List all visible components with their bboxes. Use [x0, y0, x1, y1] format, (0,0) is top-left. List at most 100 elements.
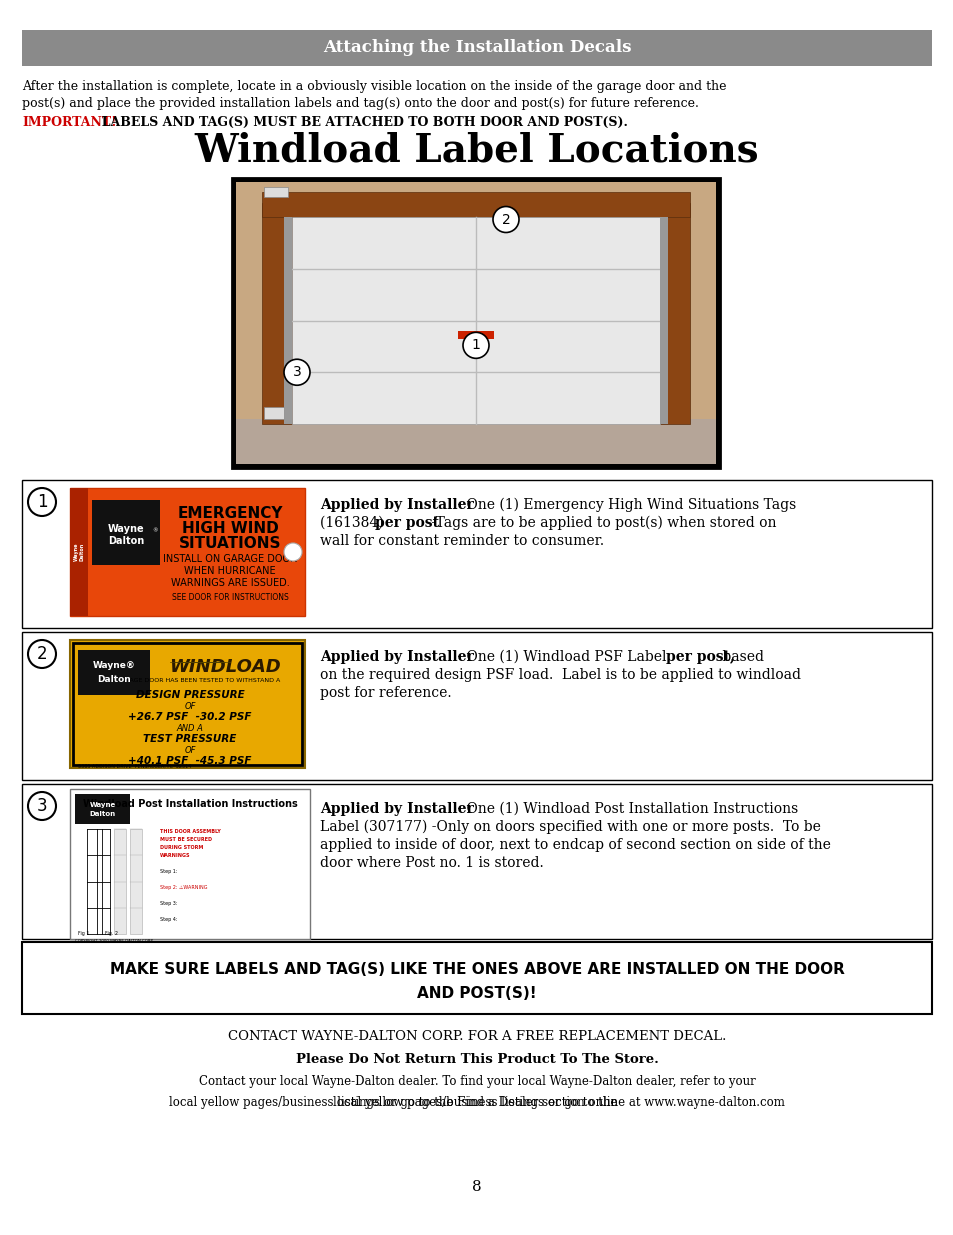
Circle shape [493, 206, 518, 232]
Text: 8: 8 [472, 1179, 481, 1194]
Bar [91, 500, 160, 564]
Text: on the required design PSF load.  Label is to be applied to windload: on the required design PSF load. Label i… [319, 668, 801, 682]
Text: MAKE SURE LABELS AND TAG(S) LIKE THE ONES ABOVE ARE INSTALLED ON THE DOOR: MAKE SURE LABELS AND TAG(S) LIKE THE ONE… [110, 962, 843, 977]
Text: SITUATIONS: SITUATIONS [178, 536, 281, 551]
Text: +40.1 PSF  -45.3 PSF: +40.1 PSF -45.3 PSF [128, 756, 252, 766]
Bar [264, 408, 284, 419]
Text: based: based [718, 650, 763, 664]
Text: Windload Post Installation Instructions: Windload Post Installation Instructions [83, 799, 297, 809]
Text: WHEN HURRICANE: WHEN HURRICANE [184, 566, 275, 576]
Text: THIS GARAGE DOOR HAS BEEN TESTED TO WITHSTAND A: THIS GARAGE DOOR HAS BEEN TESTED TO WITH… [100, 678, 280, 683]
Bar [70, 640, 305, 768]
Text: -Tags are to be applied to post(s) when stored on: -Tags are to be applied to post(s) when … [427, 516, 776, 530]
Text: Dalton: Dalton [90, 811, 115, 818]
Bar [232, 178, 720, 468]
Bar [659, 217, 667, 424]
Bar [70, 789, 310, 939]
Bar [78, 650, 150, 695]
Text: ®: ® [152, 529, 157, 534]
Circle shape [28, 640, 56, 668]
Bar [22, 632, 931, 781]
Text: THIS DOOR ASSEMBLY: THIS DOOR ASSEMBLY [160, 829, 221, 834]
Text: WARNINGS ARE ISSUED.: WARNINGS ARE ISSUED. [171, 578, 289, 588]
Bar [73, 643, 302, 764]
Bar [22, 480, 931, 629]
Text: DESIGN PRESSURE: DESIGN PRESSURE [135, 690, 244, 700]
Text: Windload Label Locations: Windload Label Locations [194, 132, 759, 170]
Bar [22, 942, 931, 1014]
Text: per post,: per post, [665, 650, 734, 664]
Text: +26.7 PSF  -30.2 PSF: +26.7 PSF -30.2 PSF [128, 713, 252, 722]
Text: OF: OF [184, 701, 195, 711]
Text: DURING STORM: DURING STORM [160, 845, 203, 850]
Text: Step 3:: Step 3: [160, 902, 177, 906]
Bar [292, 217, 659, 424]
Text: - One (1) Emergency High Wind Situations Tags: - One (1) Emergency High Wind Situations… [453, 498, 796, 513]
Text: Wayne: Wayne [108, 524, 144, 534]
Text: SEE DOOR FOR INSTRUCTIONS: SEE DOOR FOR INSTRUCTIONS [172, 593, 288, 601]
Text: Step 2: ⚠WARNING: Step 2: ⚠WARNING [160, 885, 208, 890]
Text: per post: per post [375, 516, 438, 530]
Text: WINDLOAD: WINDLOAD [169, 658, 280, 676]
Text: Fig. 2: Fig. 2 [105, 931, 118, 936]
Bar [262, 191, 689, 217]
Text: INSTALL ON GARAGE DOOR: INSTALL ON GARAGE DOOR [163, 555, 296, 564]
Text: MUST BE SECURED: MUST BE SECURED [160, 837, 212, 842]
Text: - One (1) Windload Post Installation Instructions: - One (1) Windload Post Installation Ins… [453, 802, 798, 816]
Text: wall for constant reminder to consumer.: wall for constant reminder to consumer. [319, 534, 603, 548]
Bar [113, 829, 126, 934]
Bar [262, 203, 292, 424]
Text: door where Post no. 1 is stored.: door where Post no. 1 is stored. [319, 856, 543, 869]
Text: 3: 3 [36, 797, 48, 815]
Bar [235, 182, 716, 464]
Text: (161384): (161384) [319, 516, 388, 530]
Text: post(s) and place the provided installation labels and tag(s) onto the door and : post(s) and place the provided installat… [22, 98, 699, 110]
Text: Wayne
Dalton: Wayne Dalton [73, 542, 84, 561]
Text: OF: OF [184, 746, 195, 755]
Bar [130, 829, 142, 934]
Text: AND A: AND A [176, 724, 203, 734]
Text: 3385 ADDISON DRIVE  PENSACOLA, FL  32514: 3385 ADDISON DRIVE PENSACOLA, FL 32514 [78, 764, 192, 769]
Circle shape [28, 792, 56, 820]
Text: Applied by Installer: Applied by Installer [319, 498, 474, 513]
Text: 1: 1 [471, 338, 480, 352]
Bar [70, 488, 88, 616]
Bar [22, 30, 931, 65]
Text: 2: 2 [501, 212, 510, 226]
Text: local yellow pages/business listings or go to the Find a Dealer section online a: local yellow pages/business listings or … [169, 1095, 784, 1109]
Text: WARNINGS: WARNINGS [160, 853, 191, 858]
Circle shape [284, 359, 310, 385]
Bar [457, 331, 494, 338]
Circle shape [284, 543, 302, 561]
Text: local yellow pages/business listings or go to the: local yellow pages/business listings or … [333, 1095, 620, 1109]
Text: Dalton: Dalton [108, 536, 144, 546]
Text: Attaching the Installation Decals: Attaching the Installation Decals [322, 40, 631, 57]
Text: Fig 1: Fig 1 [78, 931, 90, 936]
Text: Wayne®: Wayne® [92, 661, 135, 671]
Text: Step 1:: Step 1: [160, 869, 177, 874]
Bar [659, 203, 689, 424]
Text: Step 4:: Step 4: [160, 918, 177, 923]
Text: Label (307177) -Only on doors specified with one or more posts.  To be: Label (307177) -Only on doors specified … [319, 820, 820, 835]
Text: Please Do Not Return This Product To The Store.: Please Do Not Return This Product To The… [295, 1053, 658, 1066]
Bar [264, 186, 288, 198]
Text: Wayne: Wayne [90, 802, 115, 808]
Text: - One (1) Windload PSF Label: - One (1) Windload PSF Label [453, 650, 670, 664]
Bar [235, 419, 716, 464]
Text: LABELS AND TAG(S) MUST BE ATTACHED TO BOTH DOOR AND POST(S).: LABELS AND TAG(S) MUST BE ATTACHED TO BO… [92, 116, 627, 128]
Text: EMERGENCY: EMERGENCY [177, 506, 282, 521]
Text: HIGH WIND: HIGH WIND [181, 521, 278, 536]
Text: 2: 2 [36, 645, 48, 663]
Text: Applied by Installer: Applied by Installer [319, 802, 474, 816]
Text: 1: 1 [36, 493, 48, 511]
Circle shape [28, 488, 56, 516]
Bar [75, 794, 130, 824]
Text: After the installation is complete, locate in a obviously visible location on th: After the installation is complete, loca… [22, 80, 726, 93]
Text: CONTACT WAYNE-DALTON CORP. FOR A FREE REPLACEMENT DECAL.: CONTACT WAYNE-DALTON CORP. FOR A FREE RE… [228, 1030, 725, 1044]
Text: Applied by Installer: Applied by Installer [319, 650, 474, 664]
Text: TEST PRESSURE: TEST PRESSURE [143, 734, 236, 743]
Bar [70, 488, 305, 616]
Text: AND POST(S)!: AND POST(S)! [416, 986, 537, 1002]
Text: applied to inside of door, next to endcap of second section on side of the: applied to inside of door, next to endca… [319, 839, 830, 852]
Text: post for reference.: post for reference. [319, 685, 451, 700]
